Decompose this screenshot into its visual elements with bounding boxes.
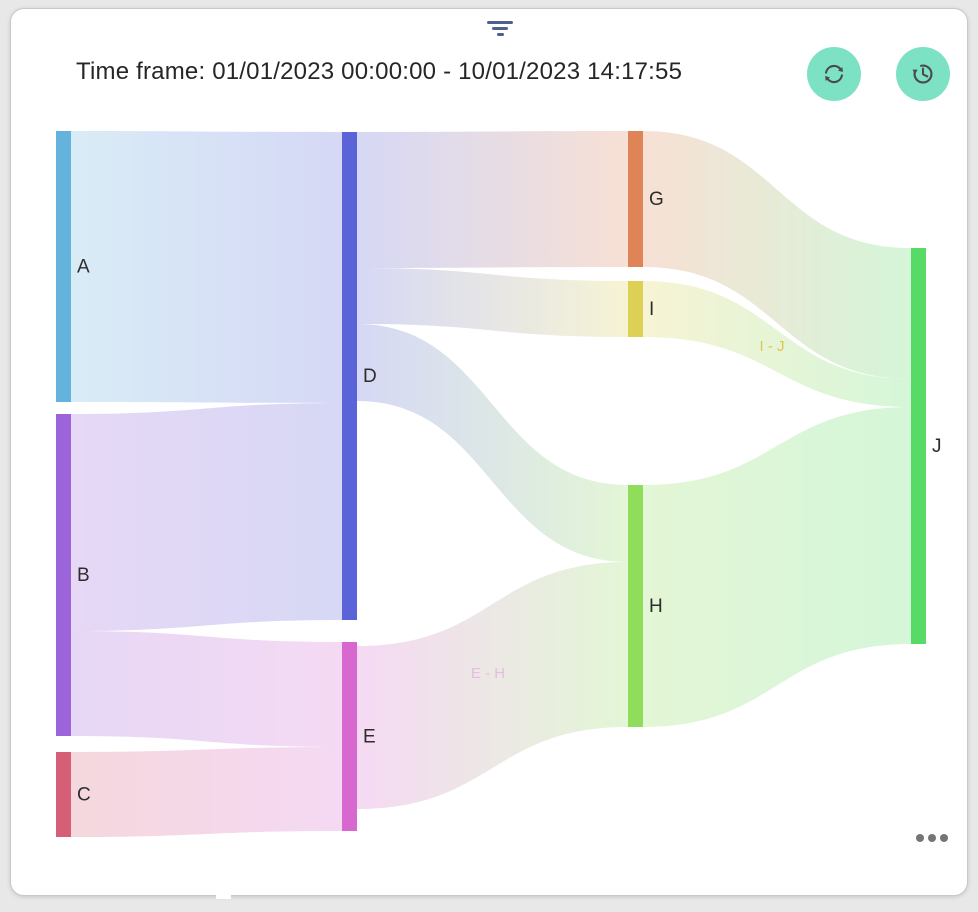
sankey-link-I-J[interactable] bbox=[643, 281, 911, 407]
node-label-B: B bbox=[77, 565, 90, 586]
ellipsis-icon bbox=[928, 834, 936, 842]
clock-history-icon bbox=[912, 64, 933, 84]
node-label-G: G bbox=[649, 189, 664, 210]
sankey-node-A[interactable] bbox=[56, 131, 71, 402]
sankey-link-A-D[interactable] bbox=[71, 131, 342, 403]
node-label-H: H bbox=[649, 596, 663, 617]
sankey-svg: E - H I - J A B C D E G I H J bbox=[56, 131, 942, 837]
sankey-node-B[interactable] bbox=[56, 414, 71, 736]
sankey-node-C[interactable] bbox=[56, 752, 71, 837]
node-label-D: D bbox=[363, 366, 377, 387]
node-label-A: A bbox=[77, 257, 90, 278]
sankey-link-E-H[interactable] bbox=[357, 562, 628, 809]
sankey-link-H-J[interactable] bbox=[643, 407, 911, 727]
sankey-link-G-J[interactable] bbox=[643, 131, 911, 379]
history-button[interactable] bbox=[896, 47, 950, 101]
sankey-node-I[interactable] bbox=[628, 281, 643, 337]
sankey-node-G[interactable] bbox=[628, 131, 643, 267]
sankey-node-H[interactable] bbox=[628, 485, 643, 727]
node-label-E: E bbox=[363, 727, 376, 748]
sankey-link-D-G[interactable] bbox=[357, 131, 628, 268]
sankey-link-C-E[interactable] bbox=[71, 747, 342, 837]
filter-icon-bar bbox=[487, 21, 513, 24]
node-label-I: I bbox=[649, 299, 654, 320]
sankey-node-E[interactable] bbox=[342, 642, 357, 831]
sankey-link-D-H[interactable] bbox=[357, 324, 628, 562]
sankey-link-B-E[interactable] bbox=[71, 631, 342, 747]
filter-icon-bar bbox=[496, 33, 504, 36]
sankey-link-D-I[interactable] bbox=[357, 268, 628, 337]
sankey-node-D[interactable] bbox=[342, 132, 357, 620]
link-label-I-J: I - J bbox=[760, 338, 785, 355]
sync-arrows-icon bbox=[824, 64, 844, 84]
filter-icon[interactable] bbox=[474, 21, 526, 43]
node-label-C: C bbox=[77, 785, 91, 806]
sankey-link-B-D[interactable] bbox=[71, 403, 342, 631]
card-notch bbox=[216, 890, 231, 899]
link-label-E-H: E - H bbox=[471, 665, 505, 682]
filter-icon-bar bbox=[492, 27, 508, 30]
ellipsis-icon bbox=[940, 834, 948, 842]
sankey-node-J[interactable] bbox=[911, 248, 926, 644]
chart-card: Time frame: 01/01/2023 00:00:00 - 10/01/… bbox=[10, 8, 968, 896]
node-label-J: J bbox=[932, 436, 942, 457]
more-options-button[interactable] bbox=[916, 830, 956, 846]
ellipsis-icon bbox=[916, 834, 924, 842]
refresh-button[interactable] bbox=[807, 47, 861, 101]
timeframe-title: Time frame: 01/01/2023 00:00:00 - 10/01/… bbox=[76, 58, 683, 85]
